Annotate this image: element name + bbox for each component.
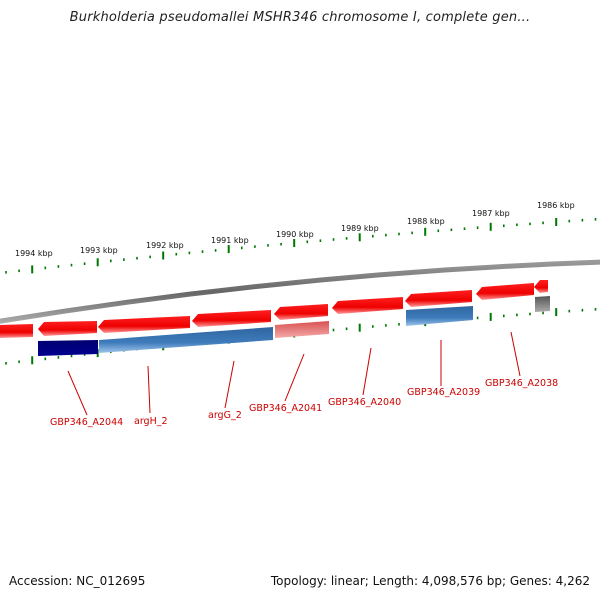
gene-label[interactable]: GBP346_A2041: [249, 403, 322, 414]
gene-arrow[interactable]: [534, 280, 548, 293]
gene-block[interactable]: [38, 340, 98, 356]
kbp-label: 1987 kbp: [472, 209, 510, 218]
topology-summary: Topology: linear; Length: 4,098,576 bp; …: [270, 574, 590, 588]
gene-arrow[interactable]: [405, 290, 472, 307]
gene-arrow[interactable]: [98, 316, 190, 333]
gene-arrow[interactable]: [38, 321, 97, 336]
gene-leaders: [67, 331, 521, 416]
leader-line: [362, 347, 372, 396]
gene-labels: GBP346_A2044 argH_2 argG_2 GBP346_A2041 …: [50, 378, 558, 428]
kbp-label: 1986 kbp: [537, 201, 575, 210]
gene-arrow[interactable]: [332, 297, 403, 314]
kbp-label: 1992 kbp: [146, 241, 184, 250]
gene-arrow[interactable]: [0, 324, 33, 338]
gene-track-top: [0, 280, 548, 338]
leader-line: [510, 331, 521, 377]
upper-tick-track: [5, 218, 597, 274]
gene-block[interactable]: [406, 306, 473, 326]
leader-line: [147, 365, 151, 414]
gene-label[interactable]: argH_2: [134, 416, 168, 427]
kbp-label: 1991 kbp: [211, 236, 249, 245]
gene-label[interactable]: GBP346_A2040: [328, 397, 401, 408]
gene-track-bottom: [38, 296, 550, 356]
gene-label[interactable]: GBP346_A2039: [407, 387, 480, 398]
kbp-label: 1990 kbp: [276, 230, 314, 239]
kbp-label: 1993 kbp: [80, 246, 118, 255]
gene-arrow[interactable]: [476, 283, 534, 300]
gene-block[interactable]: [535, 296, 550, 312]
leader-line: [67, 370, 88, 416]
kbp-label: 1989 kbp: [341, 224, 379, 233]
kbp-labels: 1994 kbp 1993 kbp 1992 kbp 1991 kbp 1990…: [15, 201, 575, 258]
accession-text: Accession: NC_012695: [9, 574, 146, 588]
leader-line: [224, 360, 235, 409]
gene-block[interactable]: [275, 321, 329, 338]
gene-label[interactable]: GBP346_A2044: [50, 417, 123, 428]
map-title: Burkholderia pseudomallei MSHR346 chromo…: [69, 10, 531, 25]
gene-arrow[interactable]: [192, 310, 271, 327]
chromosome-backbone: [0, 259, 600, 324]
gene-arrow[interactable]: [274, 304, 328, 320]
gene-block[interactable]: [99, 327, 273, 353]
gene-label[interactable]: GBP346_A2038: [485, 378, 558, 389]
kbp-label: 1994 kbp: [15, 249, 53, 258]
leader-line: [284, 353, 305, 402]
gene-label[interactable]: argG_2: [208, 410, 242, 421]
kbp-label: 1988 kbp: [407, 217, 445, 226]
